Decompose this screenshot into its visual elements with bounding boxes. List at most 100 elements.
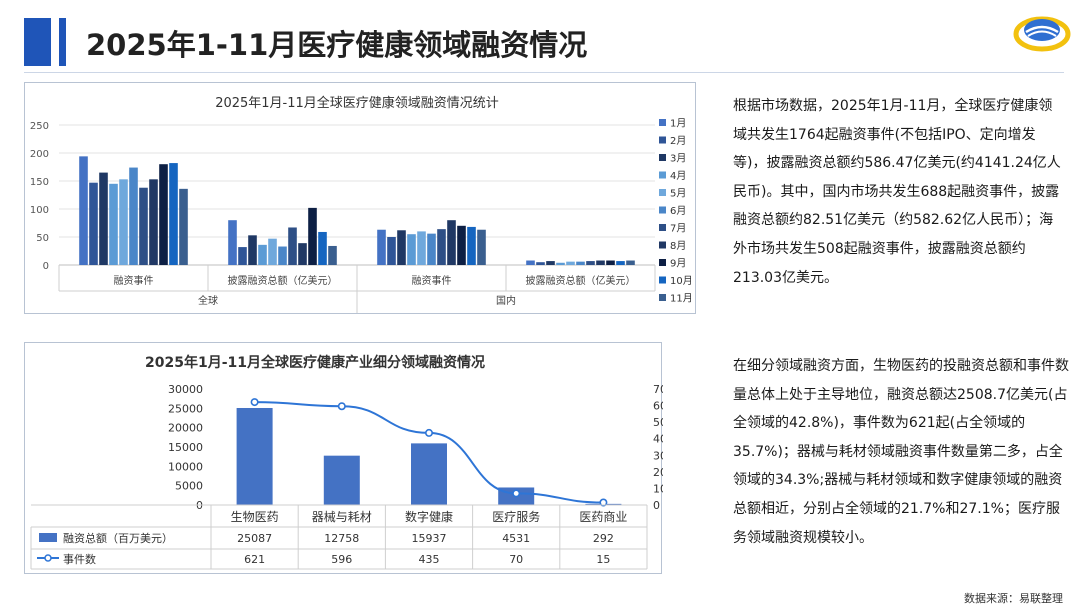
table-cell-events: 596 [331, 553, 352, 566]
legend-marker-events [44, 554, 52, 562]
table-cell-events: 621 [244, 553, 265, 566]
data-source-note: 数据来源：易联整理 [964, 592, 1063, 605]
table-cell-financing: 25087 [237, 532, 272, 545]
y2-tick-label: 0 [653, 499, 660, 512]
y-tick-label: 0 [43, 261, 49, 272]
x-category-label: 披露融资总额（亿美元） [526, 274, 636, 287]
bar-3月 [99, 172, 108, 265]
legend-swatch-5月 [659, 189, 666, 196]
legend-swatch-10月 [659, 276, 666, 284]
legend-label: 事件数 [63, 553, 96, 566]
legend-label: 7月 [670, 223, 686, 235]
bar-10月 [616, 261, 625, 265]
table-cell-events: 435 [419, 553, 440, 566]
monthly-financing-chart: 2025年1月-11月全球医疗健康领域融资情况统计 0 50 100 150 200 250… [24, 82, 696, 314]
x-parent-label: 国内 [496, 294, 516, 307]
table-cell-events: 15 [596, 553, 610, 566]
legend-label: 3月 [670, 153, 686, 165]
bar-1月 [228, 220, 237, 265]
y-tick-label: 10000 [168, 460, 203, 473]
legend-swatch-4月 [659, 171, 666, 179]
legend-swatch-11月 [659, 294, 666, 301]
x-parent-label: 全球 [198, 294, 218, 307]
y-tick-label: 100 [30, 205, 49, 216]
bar-4月 [109, 183, 118, 265]
table-cell-events: 70 [509, 553, 523, 566]
y2-tick-label: 400 [653, 433, 663, 446]
legend-swatch-2月 [659, 136, 666, 144]
y2-tick-label: 500 [653, 416, 663, 429]
segment-financing-chart: 2025年1月-11月全球医疗健康产业细分领域融资情况 0 5000 10000 150… [24, 342, 663, 574]
bar-11月 [626, 260, 635, 265]
header-accent-stripe [59, 18, 66, 66]
chart-title: 2025年1月-11月全球医疗健康产业细分领域融资情况 [145, 354, 485, 371]
legend-label: 9月 [670, 258, 686, 270]
y2-tick-label: 200 [653, 466, 663, 479]
bar-financing-total [236, 407, 273, 505]
header-accent-bar [24, 18, 51, 66]
x-category-label: 披露融资总额（亿美元） [228, 274, 338, 287]
bar-1月 [526, 260, 535, 265]
bar-4月 [556, 262, 565, 265]
bar-8月 [596, 260, 605, 265]
bar-8月 [447, 220, 456, 265]
y2-tick-label: 700 [653, 383, 663, 396]
bar-10月 [318, 231, 327, 265]
bar-3月 [397, 230, 406, 265]
bar-6月 [278, 246, 287, 265]
x-category-label: 融资事件 [412, 274, 452, 287]
bar-6月 [129, 167, 138, 265]
bar-4月 [258, 244, 267, 265]
legend-swatch-6月 [659, 206, 666, 214]
bar-10月 [467, 226, 476, 265]
legend-label: 10月 [670, 275, 693, 287]
point-event-count [599, 498, 608, 507]
bar-6月 [576, 261, 585, 265]
x-category-label: 生物医药 [231, 510, 279, 524]
y2-tick-label: 300 [653, 449, 663, 462]
bar-5月 [566, 261, 575, 265]
table-cell-financing: 12758 [324, 532, 359, 545]
point-event-count [250, 398, 259, 407]
legend-label: 5月 [670, 188, 686, 200]
legend-swatch-8月 [659, 241, 666, 249]
table-cell-financing: 4531 [502, 532, 530, 545]
y-tick-label: 50 [36, 233, 49, 244]
bar-9月 [606, 260, 615, 265]
bar-1月 [79, 156, 88, 265]
legend-swatch-financing [39, 533, 57, 542]
market-summary-text: 根据市场数据，2025年1月-11月，全球医疗健康领域共发生1764起融资事件(… [733, 98, 1061, 286]
bar-10月 [169, 163, 178, 265]
bar-9月 [308, 207, 317, 265]
x-category-label: 融资事件 [114, 274, 154, 287]
y-tick-label: 200 [30, 149, 49, 160]
bar-5月 [268, 238, 277, 265]
legend-label: 4月 [670, 170, 686, 182]
bar-7月 [288, 227, 297, 265]
chart-title: 2025年1月-11月全球医疗健康领域融资情况统计 [215, 95, 499, 111]
page-title: 2025年1-11月医疗健康领域融资情况 [86, 28, 588, 62]
bar-11月 [477, 229, 486, 265]
header-divider [24, 72, 1064, 73]
y2-tick-label: 600 [653, 400, 663, 413]
point-event-count [424, 428, 433, 437]
x-category-label: 医药商业 [579, 509, 627, 524]
bar-8月 [298, 243, 307, 265]
x-category-label: 数字健康 [405, 509, 453, 524]
bar-6月 [427, 233, 436, 265]
legend-swatch-7月 [659, 224, 666, 231]
legend-swatch-3月 [659, 154, 666, 161]
bar-financing-total [323, 455, 360, 505]
bar-2月 [387, 237, 396, 265]
table-cell-financing: 15937 [412, 532, 447, 545]
bar-5月 [417, 231, 426, 265]
bar-9月 [159, 164, 168, 265]
legend-swatch-1月 [659, 119, 666, 126]
legend-label: 融资总额（百万美元） [63, 531, 173, 545]
bar-2月 [536, 262, 545, 265]
bar-9月 [457, 225, 466, 265]
brand-logo-icon [1013, 16, 1071, 52]
x-category-label: 器械与耗材 [312, 509, 372, 524]
y-tick-label: 150 [30, 177, 49, 188]
bar-2月 [238, 247, 247, 265]
